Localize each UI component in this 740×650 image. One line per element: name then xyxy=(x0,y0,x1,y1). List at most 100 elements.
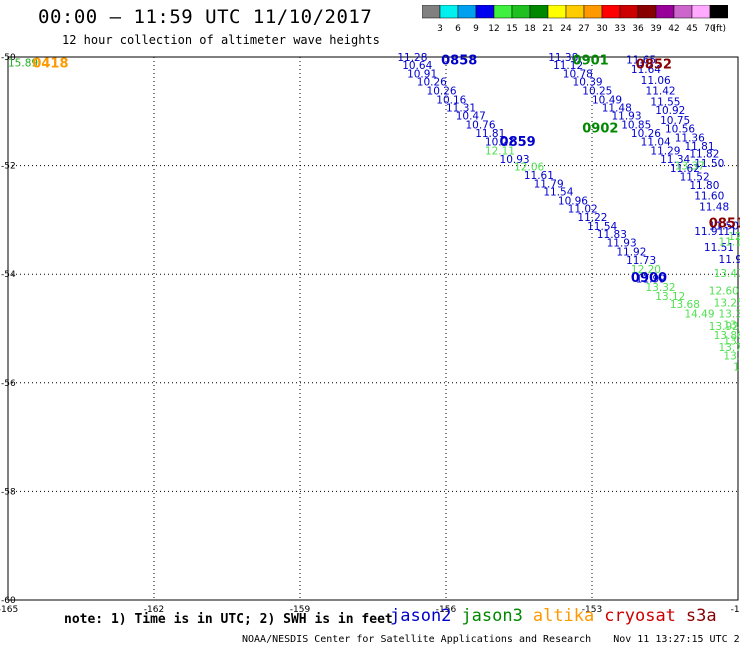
colorbar-swatch xyxy=(422,5,441,19)
x-tick-label: -165 xyxy=(0,605,18,615)
wave-height-label: 10.75 xyxy=(660,115,690,127)
y-tick-label: -52 xyxy=(1,162,16,172)
colorbar-swatch xyxy=(529,5,549,19)
wave-height-label: 13.38 xyxy=(719,308,740,320)
colorbar-swatch xyxy=(601,5,621,19)
wave-height-label: 11.62 xyxy=(670,163,700,175)
wave-height-label: 11.61 xyxy=(524,170,554,182)
wave-height-label: 11.93 xyxy=(611,111,641,123)
wave-height-label: 11.22 xyxy=(577,212,607,224)
wave-height-label: 15.89 xyxy=(8,57,38,69)
colorbar-label: 39 xyxy=(650,24,662,34)
satellite-legend: jason2 jason3 altika cryosat s3a xyxy=(390,606,727,626)
colorbar-swatch xyxy=(511,5,531,19)
wave-height-label: 13.3 xyxy=(723,335,740,347)
wave-height-label: 13.12 xyxy=(655,291,685,303)
pass-time-label: 0901 xyxy=(573,54,609,69)
colorbar-swatch xyxy=(475,5,495,19)
wave-height-label: 10.56 xyxy=(665,124,695,136)
wave-height-label: 11.36 xyxy=(675,132,705,144)
wave-height-label: 11.92 xyxy=(616,246,646,258)
y-tick-label: -54 xyxy=(1,270,16,280)
wave-height-label: 12.60 xyxy=(709,285,739,297)
colorbar-swatch xyxy=(457,5,477,19)
wave-height-label: 11.42 xyxy=(723,226,740,238)
wave-height-label: 11.06 xyxy=(641,75,671,87)
wave-height-label: 14.49 xyxy=(684,308,714,320)
wave-height-label: 11.79 xyxy=(534,179,564,191)
wave-height-label: 10.78 xyxy=(563,68,593,80)
wave-height-label: 11.34 xyxy=(660,154,690,166)
wave-height-label: 11.04 xyxy=(641,137,671,149)
credit-text: NOAA/NESDIS Center for Satellite Applica… xyxy=(242,634,592,645)
wave-height-label: 11.54 xyxy=(587,221,617,233)
wave-height-label: 10.92 xyxy=(655,105,685,117)
wave-height-label: 11.38 xyxy=(548,52,578,64)
wave-height-label: 12.06 xyxy=(514,162,544,174)
satellite-altika: altika xyxy=(532,606,595,626)
colorbar-label: 15 xyxy=(506,24,517,34)
wave-height-label: 13.68 xyxy=(670,299,700,311)
pass-time-label: 0900 xyxy=(631,271,667,286)
wave-height-label: 11.31 xyxy=(446,102,476,114)
wave-height-label: 11.02 xyxy=(568,203,598,215)
wave-height-label: 10.26 xyxy=(417,76,447,88)
wave-height-label: 11.64 xyxy=(631,64,661,76)
wave-height-label: 10.22 xyxy=(485,137,515,149)
wave-height-label: 10.93 xyxy=(500,154,530,166)
colorbar-label: 24 xyxy=(560,24,572,34)
colorbar-label: 9 xyxy=(473,24,479,34)
pass-time-label: 0858 xyxy=(441,54,477,69)
wave-height-label: 11.82 xyxy=(689,149,719,161)
wave-height-label: 11.60 xyxy=(694,190,724,202)
pass-time-label: 0902 xyxy=(582,122,618,137)
chart-subtitle: 12 hour collection of altimeter wave hei… xyxy=(62,33,380,47)
wave-height-label: 13.47 xyxy=(714,268,740,280)
wave-height-label: 10.39 xyxy=(573,76,603,88)
pass-time-label: 0852 xyxy=(636,58,672,73)
colorbar-label: 42 xyxy=(668,24,679,34)
colorbar-label: 33 xyxy=(614,24,625,34)
wave-height-label: 10.47 xyxy=(456,111,486,123)
wave-height-label: 13.92 xyxy=(709,321,739,333)
wave-height-label: 10.64 xyxy=(402,60,432,72)
wave-height-label: 11.91 xyxy=(694,226,724,238)
wave-height-label: 10.25 xyxy=(582,86,612,98)
wave-height-label: 12.11 xyxy=(485,145,515,157)
colorbar-label: 27 xyxy=(578,24,589,34)
colorbar-label: 36 xyxy=(632,24,644,34)
wave-height-label: 10.26 xyxy=(631,128,661,140)
wave-height-label: 12.3 xyxy=(728,231,740,243)
colorbar-swatch xyxy=(583,5,603,19)
wave-height-label: 11.93 xyxy=(607,238,637,250)
wave-height-label: 11.52 xyxy=(680,171,710,183)
colorbar-swatch xyxy=(691,5,711,19)
colorbar-swatch xyxy=(619,5,639,19)
colorbar-swatch xyxy=(637,5,657,19)
wave-height-label: 10.16 xyxy=(436,94,466,106)
footer-timestamp: Nov 11 13:27:15 UTC 2017 xyxy=(613,634,740,645)
wave-height-label: 11.48 xyxy=(699,201,729,213)
y-tick-label: -60 xyxy=(1,596,16,606)
wave-height-label: 11.81 xyxy=(684,141,714,153)
wave-height-label: 11.12 xyxy=(553,60,583,72)
wave-height-label: 10.49 xyxy=(592,94,622,106)
wave-height-label: 11.73 xyxy=(626,255,656,267)
y-tick-label: -58 xyxy=(1,487,16,497)
colorbar-swatch xyxy=(655,5,675,19)
x-tick-label: -15 xyxy=(731,605,740,615)
colorbar-label: 30 xyxy=(596,24,608,34)
footer-note: note: 1) Time is in UTC; 2) SWH is in fe… xyxy=(64,612,393,627)
wave-height-label: 11.28 xyxy=(397,52,427,64)
colorbar-swatch xyxy=(565,5,585,19)
chart-title: 00:00 – 11:59 UTC 11/10/2017 xyxy=(38,6,373,28)
wave-height-label: 11.50 xyxy=(709,220,739,232)
wave-height-label: 13.76 xyxy=(719,342,740,354)
satellite-jason2: jason2 xyxy=(390,606,452,626)
wave-height-label: 11.50 xyxy=(694,158,724,170)
wave-height-label: 11.54 xyxy=(543,187,573,199)
colorbar-label: 18 xyxy=(524,24,536,34)
wave-height-label: 11.12 xyxy=(719,237,740,249)
colorbar-unit: (ft) xyxy=(712,24,726,34)
